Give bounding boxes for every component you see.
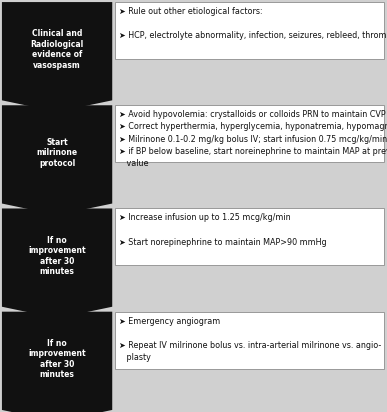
Polygon shape [2,208,112,318]
Text: ➤ Emergency angiogram

➤ Repeat IV milrinone bolus vs. intra-arterial milrinone : ➤ Emergency angiogram ➤ Repeat IV milrin… [119,317,382,362]
Polygon shape [2,312,112,412]
FancyBboxPatch shape [115,105,384,162]
FancyBboxPatch shape [115,208,384,265]
FancyBboxPatch shape [115,2,384,59]
FancyBboxPatch shape [115,312,384,369]
Polygon shape [2,105,112,215]
Text: If no
improvement
after 30
minutes: If no improvement after 30 minutes [28,339,86,379]
Text: ➤ Avoid hypovolemia: crystalloids or colloids PRN to maintain CVP ≥ 6
➤ Correct : ➤ Avoid hypovolemia: crystalloids or col… [119,110,387,168]
Text: ➤ Increase infusion up to 1.25 mcg/kg/min

➤ Start norepinephrine to maintain MA: ➤ Increase infusion up to 1.25 mcg/kg/mi… [119,213,327,247]
Text: ➤ Rule out other etiological factors:

➤ HCP, electrolyte abnormality, infection: ➤ Rule out other etiological factors: ➤ … [119,7,387,40]
Text: Start
milrinone
protocol: Start milrinone protocol [36,138,78,168]
Text: If no
improvement
after 30
minutes: If no improvement after 30 minutes [28,236,86,276]
Text: Clinical and
Radiological
evidence of
vasospasm: Clinical and Radiological evidence of va… [31,29,84,70]
Polygon shape [2,2,112,112]
